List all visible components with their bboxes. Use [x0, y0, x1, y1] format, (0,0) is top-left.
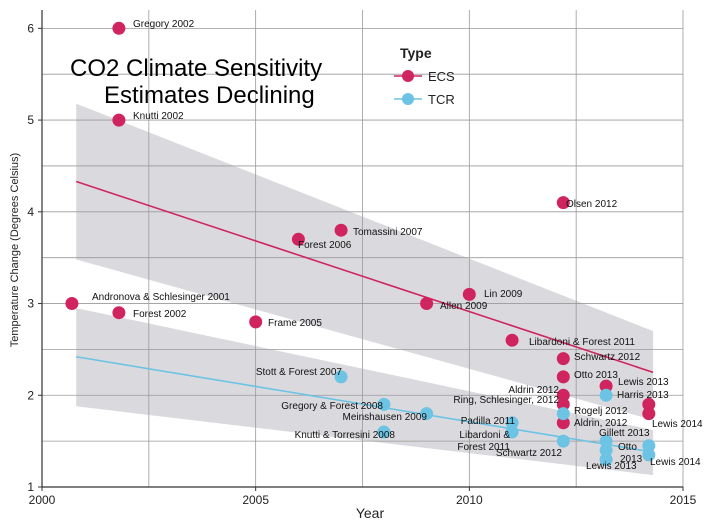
ecs-point-11 [556, 352, 570, 366]
y-axis-title: Temperature Change (Degrees Celsius) [9, 153, 21, 347]
ecs-point-1 [112, 113, 126, 127]
tcr-point-5 [505, 425, 519, 439]
tcr-label-5: Forest 2011 [457, 442, 510, 453]
ecs-label-13: Aldrin 2012 [508, 385, 559, 396]
ecs-label-10: Libardoni & Forest 2011 [529, 337, 635, 348]
tcr-point-10 [599, 443, 613, 457]
ecs-label-4: Frame 2005 [268, 318, 322, 329]
tcr-label-8: Harris 2013 [617, 390, 669, 401]
ecs-point-17 [642, 397, 656, 411]
trend-line-tcr [76, 355, 654, 453]
tcr-label-0: Stott & Forest 2007 [256, 367, 343, 378]
ecs-label-8: Lin 2009 [484, 289, 523, 300]
tcr-label-3: Knutti & Torresini 2008 [295, 430, 396, 441]
ecs-point-14 [556, 397, 570, 411]
ecs-point-0 [112, 21, 126, 35]
data-points [65, 21, 656, 466]
x-tick-label-2005: 2005 [242, 493, 269, 507]
legend-tcr-label: TCR [428, 92, 455, 107]
ecs-label-18: Lewis 2014 [652, 419, 703, 430]
extra-label-0: Otto [618, 442, 637, 453]
legend-ecs-marker [402, 70, 414, 82]
extra-label-2: Lewis 2013 [586, 461, 637, 472]
ecs-label-7: Allen 2009 [440, 301, 488, 312]
ecs-label-11: Schwartz 2012 [574, 352, 641, 363]
ecs-point-13 [556, 388, 570, 402]
y-tick-label-3: 3 [27, 297, 34, 311]
ecs-point-2 [65, 297, 79, 310]
tcr-label-1: Gregory & Forest 2008 [281, 401, 383, 412]
trend-lines [75, 180, 654, 453]
extra-label-3: Lewis 2014 [650, 457, 701, 468]
extra-label-1: 2013 [620, 454, 643, 465]
tcr-point-11 [599, 453, 613, 466]
ecs-point-6 [334, 223, 348, 237]
point-labels: Gregory 2002 Knutti 2002 Andronova & Schle… [92, 19, 703, 472]
ecs-label-5: Forest 2006 [298, 240, 352, 251]
tcr-label-6: Rogelj 2012 [574, 406, 628, 417]
chart-title-line-1: CO2 Climate Sensitivity [70, 55, 322, 82]
ecs-label-15: Lewis 2013 [618, 377, 669, 388]
x-tick-label-2000: 2000 [29, 493, 56, 507]
tcr-point-1 [377, 397, 391, 411]
trend-line-ecs [75, 180, 654, 374]
y-tick-label-2: 2 [27, 388, 34, 402]
legend-ecs-label: ECS [428, 69, 455, 84]
tcr-point-12 [642, 439, 656, 453]
tcr-point-0 [334, 370, 348, 384]
y-tick-label-5: 5 [27, 113, 34, 127]
legend-tcr-marker [402, 93, 414, 105]
tcr-point-3 [377, 425, 391, 439]
ecs-point-18 [642, 407, 656, 421]
tcr-point-7 [556, 434, 570, 448]
ecs-point-10 [505, 333, 519, 347]
tcr-point-9 [599, 434, 613, 448]
ecs-point-12 [556, 370, 570, 384]
ecs-point-15 [599, 379, 613, 393]
ecs-point-9 [556, 196, 570, 210]
ecs-label-2: Andronova & Schlesinger 2001 [92, 292, 230, 303]
ecs-label-16: Aldrin, 2012 [574, 418, 628, 429]
tcr-label-5: Libardoni & [459, 430, 510, 441]
tcr-label-7: Schwartz 2012 [496, 448, 563, 459]
y-tick-label-4: 4 [27, 205, 34, 219]
axes: 2000 2005 2010 2015 1 2 3 4 5 6 [27, 10, 697, 507]
x-axis-title: Year [356, 505, 385, 521]
x-tick-label-2010: 2010 [456, 493, 483, 507]
tcr-point-2 [420, 407, 434, 421]
ecs-point-5 [291, 232, 305, 246]
ecs-label-14: Ring, Schlesinger, 2012 [453, 395, 559, 406]
ecs-point-3 [112, 306, 126, 320]
tcr-point-4 [505, 416, 519, 430]
tcr-point-6 [556, 407, 570, 421]
tcr-label-9: Gillett 2013 [599, 428, 650, 439]
tcr-point-13 [642, 448, 656, 462]
ecs-label-3: Forest 2002 [133, 309, 187, 320]
legend: Type ECS TCR [394, 45, 455, 107]
ecs-label-9: Olsen 2012 [566, 199, 618, 210]
ecs-label-0: Gregory 2002 [133, 19, 195, 30]
legend-title: Type [400, 45, 432, 61]
ecs-point-7 [420, 297, 434, 310]
ecs-point-16 [556, 416, 570, 430]
tcr-label-4: Padilla 2011 [461, 416, 516, 427]
chart-title-line-2: Estimates Declining [104, 82, 315, 109]
ecs-label-6: Tomassini 2007 [353, 227, 423, 238]
ecs-label-1: Knutti 2002 [133, 111, 184, 122]
y-tick-label-6: 6 [27, 21, 34, 35]
tcr-label-2: Meinshausen 2009 [342, 412, 427, 423]
ecs-point-4 [249, 315, 263, 329]
y-tick-label-1: 1 [27, 480, 34, 494]
x-tick-label-2015: 2015 [670, 493, 697, 507]
ecs-label-12: Otto 2013 [574, 370, 618, 381]
ecs-point-8 [462, 287, 476, 301]
tcr-point-8 [599, 388, 613, 402]
